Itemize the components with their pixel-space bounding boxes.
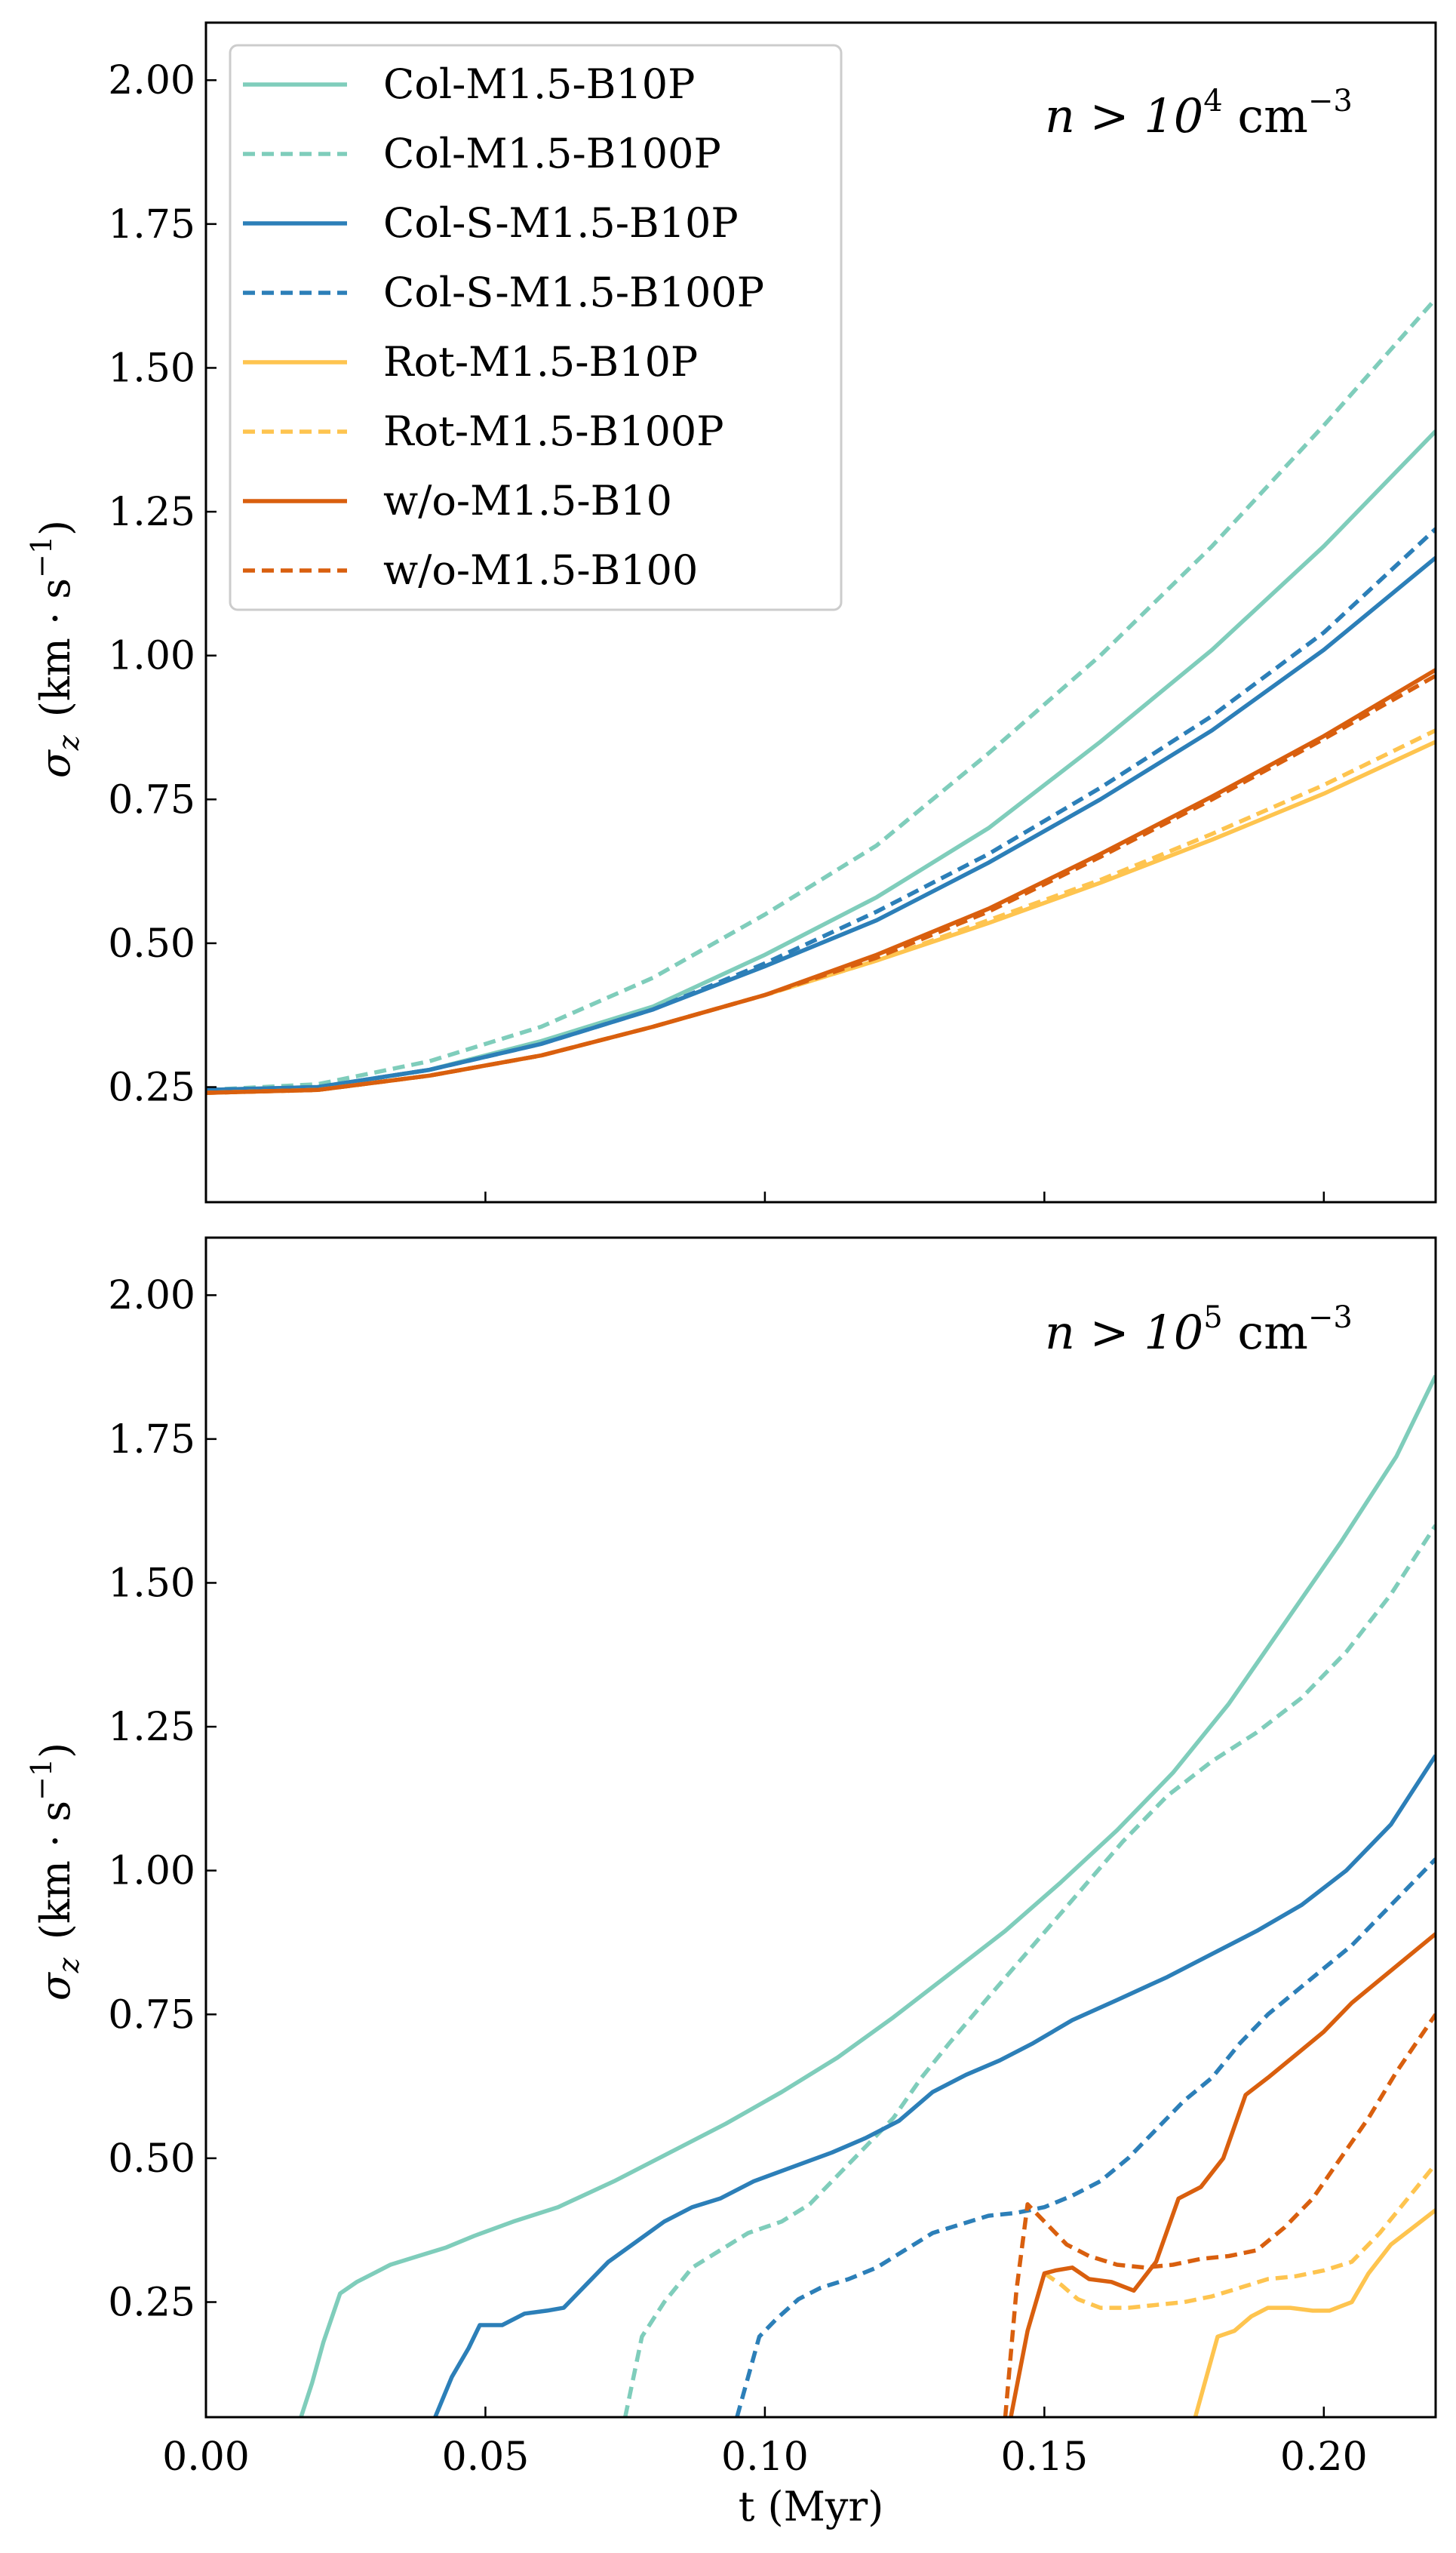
legend-item: w/o-M1.5-B10 — [243, 477, 672, 524]
legend-label: w/o-M1.5-B100 — [383, 546, 698, 594]
series-line-3 — [735, 1857, 1436, 2417]
y-axis-label-bottom: σz(km · s−1) — [25, 1742, 85, 2001]
series-line-1 — [623, 1524, 1436, 2417]
legend-label: Rot-M1.5-B100P — [383, 408, 724, 455]
x-tick-label: 0.15 — [1000, 2435, 1088, 2480]
density-annotation-top: n > 104 cm−3 — [1045, 84, 1353, 143]
y-tick-label: 1.25 — [108, 1705, 195, 1750]
series-line-6 — [206, 668, 1436, 1095]
legend-label: Col-S-M1.5-B100P — [383, 269, 764, 316]
y-tick-label: 1.50 — [108, 1561, 195, 1606]
y-tick-label: 1.75 — [108, 1417, 195, 1463]
axes-frame — [204, 21, 1437, 1204]
legend-item: Rot-M1.5-B10P — [243, 338, 698, 386]
legend-item: Col-S-M1.5-B100P — [243, 269, 764, 316]
x-axis-label: t (Myr) — [739, 2483, 884, 2530]
legend-item: Col-M1.5-B100P — [243, 130, 721, 177]
series-line-7 — [206, 674, 1436, 1095]
y-tick-label: 0.25 — [108, 1066, 195, 1111]
legend-label: Rot-M1.5-B10P — [383, 338, 698, 386]
legend-frame — [229, 44, 843, 611]
legend-item: Rot-M1.5-B100P — [243, 408, 724, 455]
y-tick-label: 0.50 — [108, 921, 195, 967]
y-tick-label: 1.00 — [108, 634, 195, 679]
y-tick-label: 1.50 — [108, 346, 195, 391]
panel-top: n > 104 cm−3 σz(km · s−1) Col-M1.5-B10PC… — [25, 21, 1437, 1204]
y-tick-label: 1.00 — [108, 1849, 195, 1894]
density-annotation-bottom: n > 105 cm−3 — [1045, 1300, 1353, 1360]
legend-label: w/o-M1.5-B10 — [383, 477, 672, 524]
x-tick-label: 0.10 — [721, 2435, 809, 2480]
x-tick-label: 0.20 — [1280, 2435, 1368, 2480]
y-tick-label: 2.00 — [108, 1273, 195, 1318]
series-lines — [299, 1374, 1436, 2417]
series-line-6 — [1009, 1932, 1436, 2417]
series-line-2 — [433, 1754, 1436, 2417]
legend-label: Col-M1.5-B100P — [383, 130, 721, 177]
series-line-0 — [299, 1374, 1436, 2417]
y-tick-label: 0.75 — [108, 777, 195, 823]
y-tick-label: 0.50 — [108, 2136, 195, 2182]
series-lines — [206, 297, 1436, 1095]
panel-bottom: n > 105 cm−3 σz(km · s−1) t (Myr) 0.25 0.… — [25, 1236, 1437, 2530]
legend-item: Col-M1.5-B10P — [243, 60, 696, 108]
legend-label: Col-S-M1.5-B10P — [383, 199, 739, 247]
series-line-5 — [206, 728, 1436, 1095]
series-line-4 — [1193, 2208, 1436, 2417]
series-line-4 — [206, 740, 1436, 1095]
axes-frame — [204, 1236, 1437, 2419]
y-axis-label-top: σz(km · s−1) — [25, 520, 85, 778]
y-tick-label: 0.25 — [108, 2281, 195, 2326]
legend: Col-M1.5-B10P Col-M1.5-B100P Col-S-M1.5-B1… — [229, 44, 843, 611]
legend-items: Col-M1.5-B10P Col-M1.5-B100P Col-S-M1.5-B1… — [243, 60, 764, 594]
y-tick-label: 2.00 — [108, 58, 195, 103]
legend-item: Col-S-M1.5-B10P — [243, 199, 739, 247]
legend-label: Col-M1.5-B10P — [383, 60, 696, 108]
legend-item: w/o-M1.5-B100 — [243, 546, 698, 594]
x-tick-label: 0.05 — [442, 2435, 530, 2480]
series-line-2 — [206, 555, 1436, 1093]
series-line-5 — [1043, 2162, 1436, 2310]
y-tick-label: 0.75 — [108, 1992, 195, 2038]
series-line-7 — [1003, 2013, 1436, 2417]
y-tick-label: 1.25 — [108, 490, 195, 535]
x-tick-label: 0.00 — [162, 2435, 250, 2480]
y-tick-label: 1.75 — [108, 202, 195, 248]
